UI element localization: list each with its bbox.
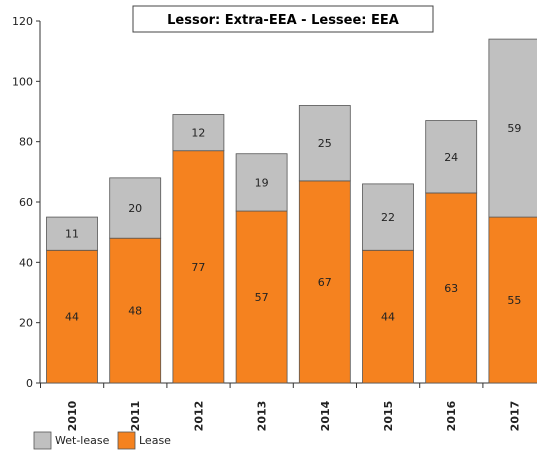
bar-wet-lease (109, 177, 162, 239)
x-tick-label: 2012 (192, 401, 205, 432)
data-label-wet-lease: 12 (191, 127, 205, 140)
data-label-wet-lease: 22 (381, 211, 395, 224)
bar-wet-lease (362, 183, 414, 251)
data-label-lease: 67 (318, 276, 332, 289)
data-label-wet-lease: 25 (318, 137, 332, 150)
y-tick-label: 80 (19, 136, 33, 149)
data-labels: 44 11 48 20 77 12 57 19 67 25 44 22 63 24 55 59 (65, 122, 521, 324)
data-label-lease: 55 (507, 294, 521, 307)
bar-wet-lease (172, 114, 225, 152)
bar-wet-lease (235, 153, 288, 212)
bar-lease (298, 180, 351, 384)
bar-wet-lease (425, 120, 478, 194)
x-tick-label: 2013 (256, 401, 269, 432)
legend-label: Wet-lease (55, 434, 110, 447)
x-tick-label: 2015 (382, 401, 395, 432)
data-label-lease: 63 (444, 282, 458, 295)
bar-lease (235, 210, 288, 384)
data-label-lease: 44 (381, 311, 395, 324)
legend: Wet-lease Lease (33, 431, 171, 450)
chart-title: Lessor: Extra-EEA - Lessee: EEA (167, 13, 399, 28)
x-tick-label: 2014 (319, 400, 332, 431)
bar-lease (172, 150, 225, 384)
x-tick-label: 2011 (129, 401, 142, 432)
y-tick-label: 40 (19, 256, 33, 269)
legend-swatch (117, 431, 136, 450)
data-label-wet-lease: 11 (65, 228, 79, 241)
data-label-wet-lease: 20 (128, 202, 142, 215)
bars (46, 38, 537, 384)
x-tick-label: 2017 (508, 401, 521, 432)
y-tick-label: 60 (19, 196, 33, 209)
y-tick-label: 0 (26, 377, 33, 390)
data-label-wet-lease: 59 (507, 122, 521, 135)
x-tick-label: 2016 (445, 400, 458, 431)
data-label-lease: 57 (255, 291, 269, 304)
data-label-lease: 77 (191, 261, 205, 274)
y-tick-label: 20 (19, 317, 33, 330)
legend-swatch (33, 431, 52, 450)
bar-wet-lease (488, 38, 537, 218)
bar-lease (488, 216, 537, 384)
x-tick-label: 2010 (66, 400, 79, 431)
chart-title-box: Lessor: Extra-EEA - Lessee: EEA (132, 5, 434, 33)
bar-lease (46, 249, 98, 384)
data-label-wet-lease: 19 (255, 176, 269, 189)
bar-lease (109, 237, 162, 384)
bar-lease (362, 249, 414, 384)
bar-wet-lease (46, 216, 98, 251)
data-label-wet-lease: 24 (444, 151, 458, 164)
data-label-lease: 44 (65, 311, 79, 324)
legend-label: Lease (139, 434, 171, 447)
y-tick-label: 100 (12, 75, 33, 88)
bar-lease (425, 192, 478, 384)
bar-wet-lease (298, 105, 351, 182)
y-tick-label: 120 (12, 15, 33, 28)
data-label-lease: 48 (128, 305, 142, 318)
